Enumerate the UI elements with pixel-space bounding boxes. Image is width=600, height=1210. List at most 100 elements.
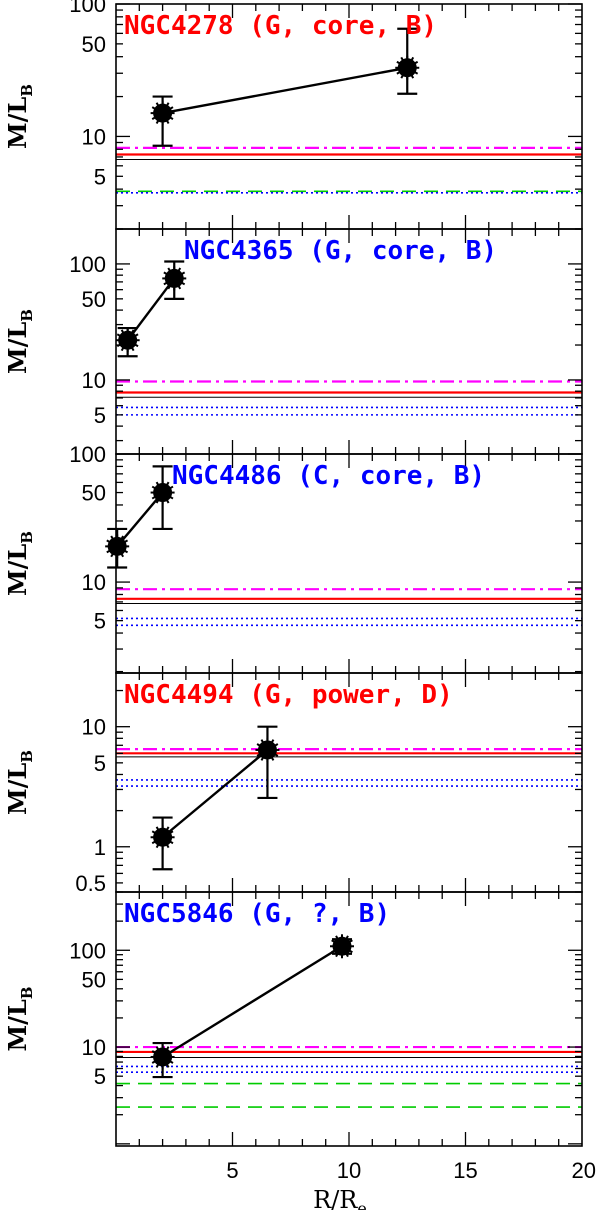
data-point-spike [341,939,353,948]
data-point-spike [161,1046,170,1058]
y-tick-label: 5 [94,609,106,634]
y-axis-label-subscript: B [18,750,36,763]
data-point-spike [110,545,119,558]
data-point-spike [163,271,175,280]
data-point-spike [151,485,164,494]
y-tick-label: 5 [94,164,106,189]
y-axis-label-subscript: B [18,987,36,1000]
y-axis-label-main: M/L [3,544,32,596]
data-point-spike [116,535,125,547]
data-point [150,825,175,850]
x-tick-label: 5 [226,1158,238,1183]
data-point-spike [406,66,419,75]
y-tick-label: 0.5 [75,871,106,896]
data-point-spike [173,267,182,279]
y-axis-label: M/LB [3,750,36,815]
data-point-spike [260,749,269,761]
y-tick-label: 10 [82,124,106,149]
y-tick-label: 50 [82,32,106,57]
data-connector-line [161,945,343,1058]
data-connector-line [126,277,176,341]
y-tick-label: 10 [82,570,106,595]
data-point [150,101,175,126]
y-tick-label: 100 [69,0,106,17]
y-axis-label-subscript: B [18,84,36,97]
y-axis-label-main: M/L [3,999,32,1051]
data-point [105,534,130,559]
data-point-spike [396,60,408,69]
y-tick-label: 100 [69,252,106,277]
x-axis: 5 10 15 20 R/Re [226,1158,596,1210]
data-point-spike [162,485,174,494]
x-tick-label: 10 [337,1158,361,1183]
data-point [330,934,355,959]
data-connector-line [116,491,164,548]
panel-2: 5 10 50 100 NGC4365 (G, core, B) M/LB [3,228,583,455]
data-point-spike [162,836,174,845]
data-point-spike [266,749,279,757]
y-tick-label: 100 [69,442,106,467]
data-point-spike [126,329,135,341]
x-axis-label: R/Re [313,1186,367,1210]
data-point-spike [161,481,170,494]
data-point [115,328,140,353]
y-axis-label: M/LB [3,309,36,374]
data-point-spike [266,739,275,751]
data-point-spike [162,112,174,120]
y-axis-label-subscript: B [18,531,36,544]
data-point-spike [335,945,343,958]
y-axis-label: M/LB [3,531,36,596]
data-point-spike [331,939,343,948]
data-point-spike [162,1050,174,1058]
panel-title: NGC4486 (C, core, B) [172,461,485,491]
y-tick-label: 5 [94,1064,106,1089]
y-axis-label: M/LB [3,84,36,149]
data-point-spike [173,271,186,280]
data-point-spike [162,106,174,114]
panel-1: 5 10 50 100 NGC4278 (G, core, B) M/LB [3,0,583,230]
data-point-spike [341,935,349,947]
panel-4: 0.5 1 5 10 NGC4494 (G, power, D) M/LB [3,672,583,896]
y-tick-label: 50 [82,287,106,312]
panel-title: NGC4365 (G, core, B) [184,236,497,266]
panel-frame [115,891,583,1147]
x-axis-label-subscript: e [357,1199,366,1210]
y-axis-label-main: M/L [3,763,32,815]
y-tick-label: 50 [82,481,106,506]
panel-title: NGC5846 (G, ?, B) [124,899,390,929]
data-point-spike [162,491,174,500]
data-point [162,266,187,291]
y-tick-label: 10 [82,368,106,393]
data-point-spike [151,830,164,839]
data-point-spike [161,826,170,838]
panel-title: NGC4494 (G, power, D) [124,680,453,710]
data-point [150,1044,175,1069]
data-point-spike [167,277,176,290]
data-point-spike [155,836,164,849]
x-axis-label-main: R/R [313,1186,358,1210]
y-tick-label: 100 [69,938,106,963]
y-axis-label-main: M/L [3,97,32,149]
data-connector-line [161,749,269,839]
data-point-spike [266,743,279,751]
data-point [395,55,420,80]
data-point-spike [127,339,139,348]
data-point-spike [151,106,164,114]
y-axis-label-subscript: B [18,309,36,322]
y-axis-label: M/LB [3,987,36,1052]
y-tick-label: 5 [94,751,106,776]
data-point-spike [162,830,174,839]
y-axis-label-main: M/L [3,322,32,374]
data-point-spike [341,945,353,954]
data-point-spike [127,333,139,342]
panel-5: 5 10 50 100 NGC5846 (G, ?, B) M/LB [3,891,583,1147]
data-point-spike [162,1056,174,1064]
data-point [255,737,280,762]
x-tick-label: 20 [572,1158,596,1183]
data-point-spike [116,539,129,548]
data-point-spike [406,60,419,69]
data-point-spike [173,277,186,286]
data-connector-line [162,66,408,115]
